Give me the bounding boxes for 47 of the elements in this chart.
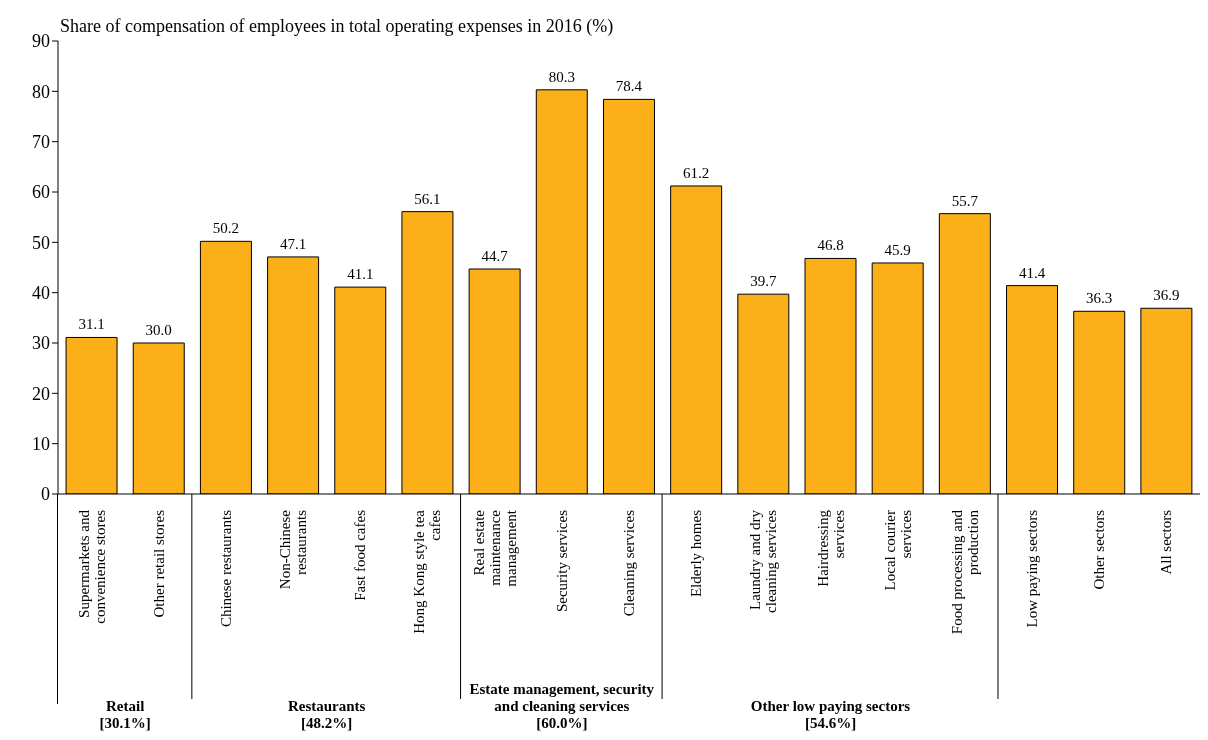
x-tick-label: Cleaning services: [621, 509, 637, 617]
y-tick-label: 10: [32, 434, 50, 455]
data-label: 36.3: [1086, 290, 1113, 307]
x-tick-label: Non-Chinese restaurants: [277, 509, 310, 590]
x-tick-label: Chinese restaurants: [217, 509, 234, 628]
data-label: 45.9: [884, 241, 911, 258]
text: Other low paying sectors [54.6%]: [749, 698, 912, 732]
data-label: 36.9: [1153, 287, 1180, 304]
x-tick-label: Hong Kong style tea cafes: [411, 509, 444, 634]
data-label: 31.1: [78, 316, 105, 333]
y-tick-label: 40: [32, 283, 50, 304]
data-label: 61.2: [683, 164, 710, 181]
x-tick-label: Hairdressing services: [814, 509, 847, 587]
x-tick-label: Fast food cafes: [352, 509, 369, 601]
y-tick-label: 90: [32, 31, 50, 52]
y-tick-label: 0: [41, 484, 50, 505]
x-tick-label: Supermarkets and convenience stores: [75, 509, 108, 624]
data-label: 41.4: [1018, 264, 1046, 281]
x-tick-label: All sectors: [1158, 509, 1175, 575]
y-tick-label: 20: [32, 383, 50, 404]
text: Retail [30.1%]: [98, 698, 152, 732]
data-label: 80.3: [548, 68, 575, 85]
data-label: 78.4: [615, 78, 643, 95]
x-tick-label: Other retail stores: [150, 509, 167, 618]
data-label: 55.7: [951, 192, 979, 209]
data-label: 44.7: [481, 248, 509, 265]
text: Estate management, security and cleaning services [60.0%]: [468, 681, 656, 732]
y-tick-label: 60: [32, 182, 50, 203]
y-tick-label: 30: [32, 333, 50, 354]
data-label: 39.7: [750, 273, 777, 290]
chart-title: Share of compensation of employees in total operating expenses in 2016 (%): [60, 16, 614, 37]
data-label: 47.1: [279, 235, 307, 252]
x-tick-label: Laundry and dry cleaning services: [747, 509, 780, 613]
x-tick-label: Other sectors: [1091, 509, 1108, 590]
x-tick-label: Low paying sectors: [1024, 509, 1041, 628]
y-tick-label: 70: [32, 132, 50, 153]
data-label: 30.0: [145, 322, 172, 338]
text: Restaurants [48.2%]: [286, 698, 367, 732]
x-tick-label: Local courier services: [881, 509, 914, 591]
data-label: 50.2: [212, 220, 240, 237]
data-label: 41.1: [347, 266, 374, 283]
y-tick-label: 80: [32, 81, 50, 102]
x-tick-label: Security services: [553, 509, 570, 613]
x-tick-label: Elderly homes: [688, 509, 705, 598]
data-label: 56.1: [414, 190, 441, 207]
data-label: 46.8: [817, 237, 844, 254]
y-tick-label: 50: [32, 232, 50, 253]
